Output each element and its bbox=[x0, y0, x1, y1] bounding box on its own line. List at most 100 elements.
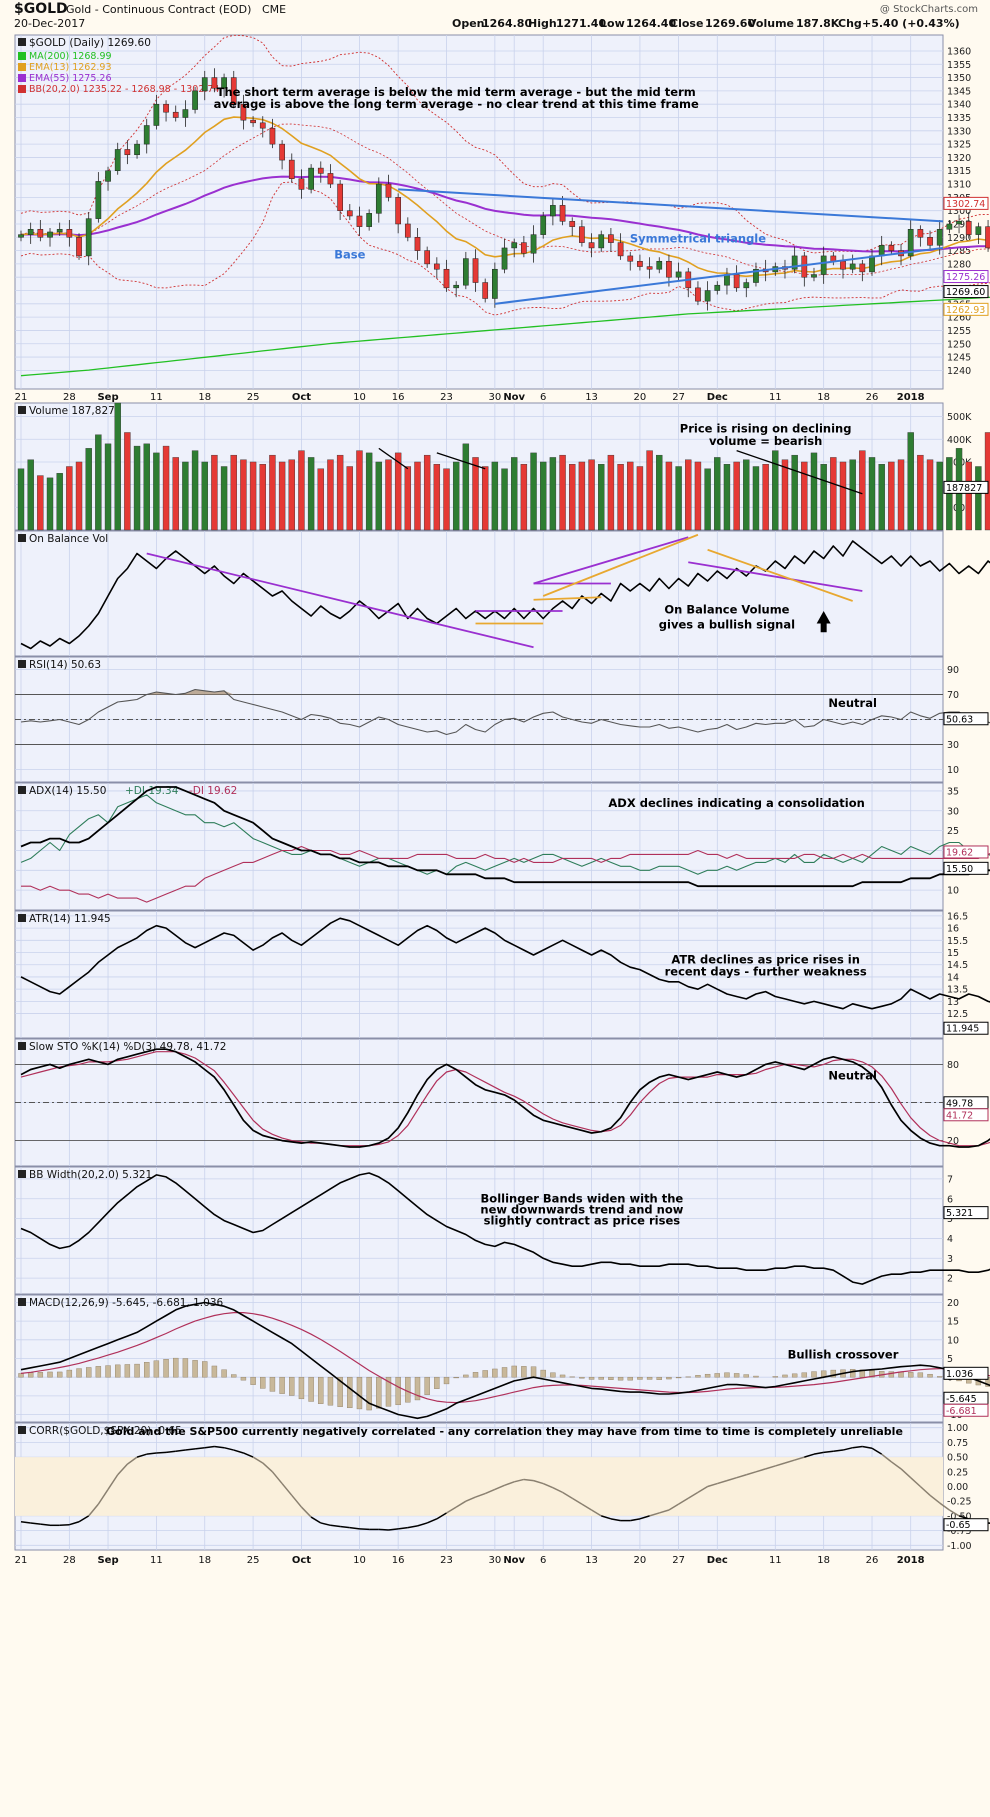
x-tick-label: 20 bbox=[634, 392, 647, 403]
corr-neutral-band bbox=[15, 1457, 943, 1516]
macd-histogram-bar bbox=[453, 1376, 459, 1379]
macd-histogram-bar bbox=[260, 1376, 266, 1389]
volume-bar bbox=[491, 461, 499, 531]
macd-histogram-bar bbox=[211, 1365, 218, 1378]
price-y-tick-label: 1310 bbox=[947, 180, 971, 191]
macd-histogram-bar bbox=[656, 1376, 662, 1380]
corr-line-segment bbox=[300, 1506, 312, 1518]
macd-histogram-bar bbox=[434, 1376, 440, 1389]
header-quote: Open 1264.80 High 1271.40 Low 1264.40 Cl… bbox=[452, 17, 960, 30]
x-tick-label: 10 bbox=[353, 392, 366, 403]
candle-up bbox=[540, 215, 547, 235]
x-tick-label: 16 bbox=[392, 1555, 405, 1566]
x-tick-label: 11 bbox=[769, 392, 782, 403]
corr-line-segment bbox=[678, 1497, 689, 1505]
macd-histogram-bar bbox=[617, 1376, 624, 1381]
candle-up bbox=[47, 231, 53, 238]
volume-bar bbox=[356, 450, 363, 531]
legend-swatch bbox=[18, 74, 26, 82]
corr-line-segment bbox=[475, 1492, 486, 1498]
adx-title: ADX(14) 15.50 bbox=[29, 785, 106, 797]
macd-histogram-bar bbox=[598, 1376, 604, 1380]
macd-histogram-bar bbox=[289, 1376, 295, 1396]
price-y-tick-label: 1300 bbox=[947, 206, 971, 217]
candle-down bbox=[76, 237, 82, 257]
header-date: 20-Dec-2017 bbox=[14, 17, 85, 30]
panel-macd: -10-505101520MACD(12,26,9) -5.645, -6.68… bbox=[14, 1294, 990, 1423]
volume-bar bbox=[201, 461, 208, 531]
x-tick-label: 25 bbox=[247, 1555, 260, 1566]
corr-line-segment bbox=[504, 1481, 515, 1487]
macd-histogram-bar bbox=[405, 1376, 411, 1403]
corr-line-segment bbox=[514, 1478, 525, 1483]
open-label: Open bbox=[452, 17, 485, 30]
volume-bar bbox=[636, 466, 644, 531]
atr-annotation: recent days - further weakness bbox=[665, 965, 867, 979]
price-y-tick-label: 1245 bbox=[947, 353, 971, 364]
candle-down bbox=[927, 237, 933, 246]
macd-histogram-bar bbox=[511, 1365, 517, 1378]
panel-adx: 101520253035ADX(14) 15.50+DI 19.34-DI 19… bbox=[14, 782, 990, 911]
macd-histogram-bar bbox=[937, 1376, 943, 1378]
volume-bar bbox=[752, 466, 760, 531]
macd-histogram-bar bbox=[385, 1376, 392, 1407]
macd-histogram-bar bbox=[366, 1376, 372, 1411]
price-annotation: Base bbox=[334, 248, 365, 262]
x-tick-label: Oct bbox=[292, 392, 311, 403]
header-symbol: $GOLD bbox=[14, 1, 68, 17]
adx-y-tick-label: 30 bbox=[947, 806, 959, 817]
rsi-y-tick-label: 70 bbox=[947, 690, 959, 701]
macd-histogram-bar bbox=[675, 1376, 682, 1379]
obv-line bbox=[20, 540, 990, 650]
atr-annotation: ATR declines as price rises in bbox=[671, 953, 860, 967]
volume-bar bbox=[259, 464, 266, 531]
x-tick-label: 16 bbox=[392, 392, 405, 403]
corr-line-segment bbox=[668, 1503, 679, 1511]
atr-y-tick-label: 16 bbox=[947, 924, 959, 935]
candle-up bbox=[820, 255, 827, 275]
volume-bar bbox=[385, 459, 392, 531]
volume-bar bbox=[936, 461, 943, 531]
macd-histogram-bar bbox=[182, 1358, 189, 1378]
corr-title: CORR($GOLD,$SPX,20) -0.65 bbox=[29, 1425, 182, 1437]
candle-up bbox=[375, 183, 382, 214]
macd-value-tag: 1.036 bbox=[946, 1369, 973, 1380]
candle-up bbox=[598, 234, 605, 249]
price-y-tick-label: 1355 bbox=[947, 60, 971, 71]
macd-histogram-bar bbox=[18, 1373, 24, 1378]
volume-bar bbox=[27, 459, 34, 531]
corr-line-segment bbox=[910, 1477, 921, 1488]
volume-bar bbox=[694, 461, 702, 531]
macd-histogram-bar bbox=[337, 1376, 343, 1407]
volume-bar bbox=[820, 464, 827, 531]
panel-sto: 205080Slow STO %K(14) %D(3) 49.78, 41.72… bbox=[14, 1038, 990, 1167]
volume-bar bbox=[249, 461, 257, 531]
corr-y-tick-label: -0.25 bbox=[947, 1497, 972, 1508]
atr-y-tick-label: 14 bbox=[947, 972, 959, 983]
corr-line-segment bbox=[465, 1496, 476, 1502]
corr-line-segment bbox=[281, 1483, 293, 1496]
bbw-annotation: Bollinger Bands widen with the bbox=[481, 1192, 684, 1206]
corr-line-segment bbox=[310, 1516, 322, 1524]
corr-line-segment bbox=[929, 1494, 941, 1504]
corr-line-segment bbox=[126, 1456, 138, 1465]
volume-bar bbox=[965, 461, 972, 531]
corr-line-segment bbox=[417, 1522, 428, 1527]
corr-y-tick-label: 0.25 bbox=[947, 1467, 968, 1478]
volume-bar bbox=[549, 457, 557, 531]
atr-y-tick-label: 13 bbox=[947, 997, 959, 1008]
header-watermark: @ StockCharts.com bbox=[880, 4, 978, 15]
legend-label: EMA(13) 1262.93 bbox=[29, 62, 112, 73]
corr-line-segment bbox=[455, 1500, 467, 1508]
corr-line-segment bbox=[833, 1449, 844, 1452]
volume-bar bbox=[404, 466, 412, 531]
macd-histogram-bar bbox=[801, 1372, 808, 1378]
adx-y-tick-label: 35 bbox=[947, 786, 959, 797]
macd-title: MACD(12,26,9) -5.645, -6.681, 1.036 bbox=[29, 1297, 224, 1309]
macd-histogram-bar bbox=[173, 1357, 179, 1378]
volume-bar bbox=[17, 468, 25, 531]
corr-line-segment bbox=[862, 1445, 873, 1450]
obv-panel-frame bbox=[14, 530, 944, 657]
macd-histogram-bar bbox=[907, 1372, 914, 1378]
